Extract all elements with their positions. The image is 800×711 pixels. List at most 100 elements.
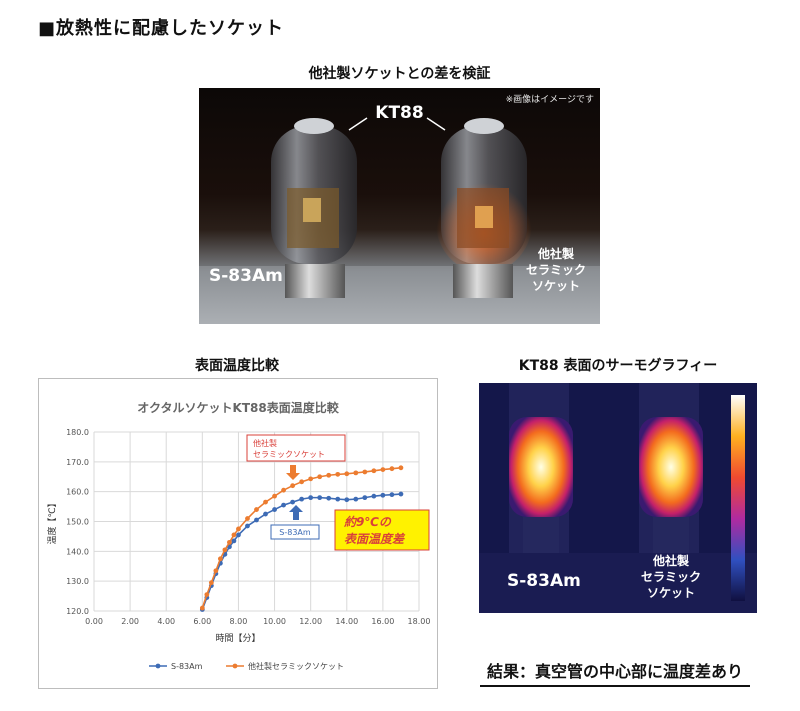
data-point: [236, 526, 241, 532]
data-point: [299, 496, 305, 502]
temperature-diff-box: [334, 509, 430, 551]
data-point: [398, 465, 404, 471]
data-point: [308, 476, 314, 482]
photo-right-label: 他社製 セラミック ソケット: [521, 246, 591, 294]
chart-box: オクタルソケットKT88表面温度比較 120.0 130.0 140.0 150.0 16…: [38, 378, 438, 689]
data-point: [217, 556, 223, 562]
data-point: [317, 474, 323, 480]
data-point: [231, 538, 237, 544]
photo-section-title: 他社製ソケットとの差を検証: [308, 66, 491, 82]
data-point: [281, 487, 286, 493]
data-point: [344, 471, 350, 477]
data-point: [326, 472, 332, 478]
tube-label: KT88: [375, 103, 424, 123]
data-point: [290, 499, 296, 505]
data-point: [398, 491, 404, 497]
result-text: 結果：真空管の中心部に温度差あり: [480, 658, 750, 687]
thermo-section-title: KT88 表面のサーモグラフィー: [518, 358, 718, 374]
temperature-diff-line: 約9℃の: [343, 515, 392, 529]
data-point: [353, 496, 359, 502]
data-point: [245, 523, 250, 529]
right-tube: [436, 118, 532, 298]
y-tick-label: 180.0: [66, 428, 89, 437]
temperature-diff-line: 表面温度差: [344, 532, 406, 546]
data-point: [231, 532, 237, 538]
x-tick-label: 2.00: [121, 617, 139, 626]
y-tick-label: 140.0: [66, 547, 89, 556]
data-point: [254, 507, 259, 512]
y-tick-label: 120.0: [66, 607, 89, 616]
thermo-right-label-line: セラミック: [640, 570, 701, 584]
data-point: [245, 516, 250, 521]
data-point: [353, 470, 359, 476]
arrow-up-icon: [289, 505, 303, 520]
data-point: [389, 492, 395, 498]
data-point: [335, 496, 341, 502]
x-tick-label: 10.00: [263, 617, 286, 626]
data-point: [371, 468, 377, 474]
x-tick-label: 8.00: [230, 617, 248, 626]
data-point: [263, 511, 268, 517]
data-point: [308, 495, 314, 501]
photo-right-label-line: 他社製: [537, 247, 574, 261]
data-point: [263, 499, 268, 505]
data-point: [389, 466, 395, 472]
thermo-right-label-line: ソケット: [646, 586, 695, 600]
data-point: [290, 483, 296, 489]
thermography-art: [479, 383, 757, 613]
other-socket-annotation-box: [246, 434, 346, 462]
data-point: [236, 532, 241, 538]
other-socket-annotation-line: セラミックソケット: [253, 450, 325, 459]
arrow-down-icon: [286, 465, 300, 480]
other-socket-annotation-line: 他社製: [253, 438, 277, 448]
data-point: [335, 471, 341, 477]
data-point: [326, 495, 332, 501]
thermo-right-label: 他社製 セラミック ソケット: [631, 553, 711, 601]
x-tick-label: 14.00: [335, 617, 358, 626]
left-tube: [271, 118, 357, 298]
tube-photo-art: [199, 117, 600, 324]
thermography-image: S-83Am 他社製 セラミック ソケット: [479, 383, 757, 613]
legend-label: 他社製セラミックソケット: [248, 661, 344, 671]
data-point: [204, 592, 210, 597]
thermo-left-label: S-83Am: [507, 571, 581, 591]
data-point: [213, 568, 219, 574]
photo-right-label-line: ソケット: [531, 279, 580, 293]
x-tick-label: 12.00: [299, 617, 322, 626]
data-point: [362, 469, 368, 475]
data-point: [281, 502, 286, 508]
data-point: [299, 479, 305, 485]
data-point: [380, 467, 386, 472]
legend-swatch-dot: [232, 663, 238, 669]
data-point: [344, 497, 350, 503]
legend-swatch-dot: [155, 663, 161, 669]
s83am-annotation-box: [270, 524, 320, 540]
s83am-annotation-label: S-83Am: [279, 528, 311, 537]
data-point: [199, 605, 205, 611]
legend-label: S-83Am: [171, 662, 203, 671]
data-point: [317, 495, 323, 501]
x-tick-label: 0.00: [85, 617, 103, 626]
data-point: [362, 495, 368, 501]
thermo-right-label-line: 他社製: [652, 554, 689, 568]
y-tick-label: 160.0: [66, 488, 89, 497]
data-point: [254, 517, 259, 523]
x-tick-label: 6.00: [193, 617, 211, 626]
x-tick-label: 4.00: [157, 617, 175, 626]
chart-section-title: 表面温度比較: [195, 358, 279, 374]
y-axis-label: 温度【℃】: [46, 498, 58, 544]
x-tick-label: 18.00: [408, 617, 431, 626]
y-tick-label: 130.0: [66, 577, 89, 586]
y-tick-label: 170.0: [66, 458, 89, 467]
photo-left-label: S-83Am: [209, 266, 283, 286]
data-point: [227, 539, 232, 545]
data-point: [208, 580, 214, 586]
temperature-chart: オクタルソケットKT88表面温度比較 120.0 130.0 140.0 150.0 16…: [46, 400, 431, 671]
data-point: [222, 547, 228, 553]
chart-title: オクタルソケットKT88表面温度比較: [137, 400, 339, 415]
x-axis-label: 時間【分】: [215, 633, 260, 644]
y-tick-label: 150.0: [66, 518, 89, 527]
page-heading: ■放熱性に配慮したソケット: [38, 18, 285, 39]
data-point: [371, 493, 377, 499]
data-point: [380, 492, 386, 498]
